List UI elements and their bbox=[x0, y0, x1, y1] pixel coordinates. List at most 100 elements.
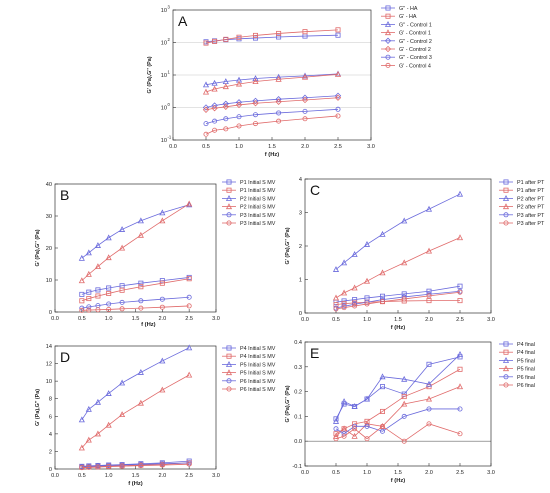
legend-label: P3 Initial S MV bbox=[240, 221, 276, 227]
x-tick-label: 1.0 bbox=[235, 144, 243, 150]
y-tick-exponent: 3 bbox=[168, 5, 171, 10]
data-point bbox=[119, 226, 126, 232]
data-point bbox=[202, 104, 210, 111]
data-point bbox=[79, 307, 85, 313]
series-line bbox=[81, 305, 190, 311]
data-point bbox=[426, 361, 432, 367]
data-point bbox=[363, 395, 371, 402]
data-point bbox=[94, 430, 101, 437]
data-point bbox=[235, 80, 243, 87]
data-point bbox=[78, 444, 85, 451]
data-point bbox=[401, 296, 407, 302]
legend-marker bbox=[225, 361, 233, 367]
data-point bbox=[105, 421, 112, 428]
legend-marker bbox=[384, 21, 392, 27]
legend-marker bbox=[226, 212, 232, 218]
data-point bbox=[137, 399, 144, 406]
data-point bbox=[364, 301, 370, 307]
data-point bbox=[159, 462, 165, 468]
data-point bbox=[351, 432, 358, 439]
data-point bbox=[138, 298, 144, 304]
y-tick-label: 10 bbox=[161, 106, 167, 112]
series-7 bbox=[203, 113, 341, 137]
data-point bbox=[276, 118, 282, 124]
data-point bbox=[95, 464, 101, 470]
y-tick-label: 0.2 bbox=[294, 390, 302, 396]
y-tick-label: 0.1 bbox=[294, 414, 302, 420]
legend-marker bbox=[502, 357, 510, 363]
y-tick-label: 4 bbox=[299, 177, 302, 183]
chart-panel-e: 0.0 0.5 1.0 1.5 2.0 2.5 3.0-0.10.00.10.20.30.4… bbox=[285, 340, 535, 484]
data-point bbox=[379, 423, 385, 429]
data-point bbox=[202, 81, 210, 88]
data-point bbox=[252, 35, 258, 41]
data-point bbox=[352, 301, 358, 307]
data-point bbox=[212, 38, 218, 44]
data-point bbox=[186, 344, 193, 351]
data-point bbox=[186, 200, 193, 207]
legend-label: P1 Initial S MV bbox=[240, 180, 276, 186]
data-point bbox=[106, 285, 112, 291]
legend-marker bbox=[503, 179, 509, 185]
x-tick-label: 1.5 bbox=[132, 473, 140, 479]
series-1 bbox=[333, 366, 463, 437]
x-tick-label: 2.0 bbox=[158, 316, 166, 322]
series-5 bbox=[333, 421, 463, 444]
x-tick-label: 1.0 bbox=[105, 316, 113, 322]
x-tick-label: 0.5 bbox=[202, 144, 210, 150]
data-point bbox=[78, 277, 85, 284]
data-point bbox=[211, 79, 218, 86]
data-point bbox=[457, 289, 463, 295]
x-tick-label: 0.5 bbox=[332, 470, 340, 476]
data-point bbox=[401, 259, 408, 266]
series-2 bbox=[332, 351, 464, 424]
data-point bbox=[106, 290, 112, 296]
legend-marker bbox=[502, 365, 510, 372]
y-tick-label: 2 bbox=[49, 449, 52, 455]
series-line bbox=[81, 204, 190, 259]
y-tick-label: 10 bbox=[46, 278, 52, 284]
legend-label: P4 Initial S MV bbox=[240, 354, 276, 360]
data-point bbox=[186, 461, 192, 467]
series-2 bbox=[202, 70, 342, 88]
data-point bbox=[351, 403, 358, 409]
data-point bbox=[341, 298, 347, 304]
data-point bbox=[425, 205, 433, 212]
series-2 bbox=[78, 344, 193, 423]
data-point bbox=[379, 373, 386, 380]
y-axis-label: G' (Pa),G'' (Pa) bbox=[35, 229, 41, 266]
data-point bbox=[425, 380, 433, 387]
data-point bbox=[332, 417, 340, 424]
data-point bbox=[222, 83, 229, 90]
legend-label: P2 after PT bbox=[517, 196, 545, 202]
legend-marker bbox=[503, 212, 509, 218]
data-point bbox=[105, 390, 112, 396]
legend-marker bbox=[225, 195, 233, 201]
plot-frame bbox=[304, 178, 492, 314]
y-tick-label: 0.3 bbox=[294, 365, 302, 371]
data-point bbox=[212, 127, 218, 133]
data-point bbox=[301, 96, 309, 104]
data-point bbox=[85, 405, 92, 412]
data-point bbox=[341, 425, 348, 432]
data-point bbox=[252, 32, 258, 38]
x-tick-label: 0.0 bbox=[301, 470, 309, 476]
series-line bbox=[335, 356, 461, 420]
legend-label: G'' - Control 3 bbox=[399, 55, 432, 61]
series-3 bbox=[332, 383, 464, 439]
legend: P1 Initial S MV P1 Initial S MV P2 Initial… bbox=[222, 179, 276, 227]
data-point bbox=[334, 94, 342, 101]
legend-label: P6 Initial S MV bbox=[240, 387, 276, 393]
legend-marker bbox=[503, 220, 509, 226]
data-point bbox=[352, 426, 358, 432]
data-point bbox=[302, 29, 308, 35]
legend-label: G' - Control 1 bbox=[399, 31, 431, 37]
x-tick-label: 0.0 bbox=[51, 316, 59, 322]
legend-marker bbox=[503, 187, 509, 193]
y-axis-label: G' (Pa),G'' (Pa) bbox=[285, 385, 291, 422]
y-axis-label: G' (Pa),G'' (Pa) bbox=[35, 389, 41, 426]
x-tick-label: 3.0 bbox=[367, 144, 375, 150]
y-tick-exponent: 1 bbox=[168, 70, 171, 75]
data-point bbox=[333, 436, 339, 442]
